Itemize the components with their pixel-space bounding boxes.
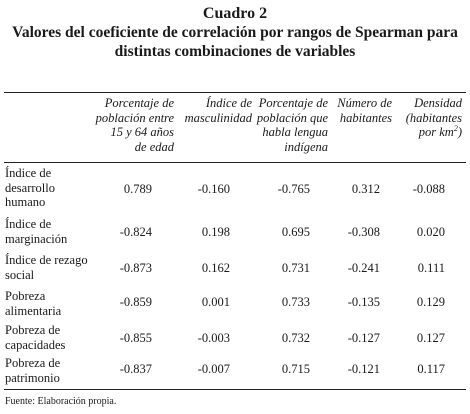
table-cell: -0.308 [347,225,380,239]
table-cell: 0.127 [416,331,445,345]
table-cell: 0.111 [417,261,445,275]
table-cell: 0.312 [351,182,380,196]
table-cell: -0.088 [412,182,445,196]
column-header-masculinity: Índice de masculinidad [184,96,252,125]
header-rule [4,162,466,163]
table-cell: -0.824 [119,225,152,239]
table-cell: -0.160 [197,182,230,196]
table-cell: -0.135 [347,295,380,309]
column-header-working-age: Porcentaje de población entre 15 y 64 añ… [95,96,174,154]
column-header-indigenous-language: Porcentaje de población que habla lengua… [256,96,328,154]
top-rule [4,92,466,93]
table-cell: 0.789 [123,182,152,196]
table-cell: 0.117 [417,362,445,376]
column-header-inhabitants: Número de habitantes [337,96,392,125]
table-subtitle-line-1: Valores del coeficiente de correlación p… [12,24,458,41]
table-cell: 0.162 [201,261,230,275]
table-cell: 0.695 [281,225,310,239]
row-label-rezago-social: Índice de rezago social [5,253,88,282]
row-label-idh: Índice de desarrollo humano [5,166,55,209]
table-cell: 0.715 [281,362,310,376]
table-subtitle-line-2: distintas combinaciones de variables [114,43,356,60]
table-cell: 0.001 [201,295,230,309]
table-cell: -0.855 [119,331,152,345]
table-cell: -0.003 [197,331,230,345]
table-cell: 0.733 [281,295,310,309]
table-cell: -0.007 [197,362,230,376]
table-cell: 0.732 [281,331,310,345]
table-cell: 0.129 [416,295,445,309]
table-caption: Cuadro 2 Valores del coeficiente de corr… [0,4,470,61]
row-label-pobreza-alimentaria: Pobreza alimentaria [5,289,62,318]
column-header-density: Densidad (habitantes por km2) [405,96,462,139]
table-cell: 0.198 [201,225,230,239]
table-cell: 0.731 [281,261,310,275]
table-cell: 0.020 [416,225,445,239]
row-label-pobreza-capacidades: Pobreza de capacidades [5,323,66,352]
table-cell: -0.241 [347,261,380,275]
table-cell: -0.121 [347,362,380,376]
row-label-pobreza-patrimonio: Pobreza de patrimonio [5,356,61,385]
table-cell: -0.873 [119,261,152,275]
table-cell: -0.837 [119,362,152,376]
table-cell: -0.127 [347,331,380,345]
table-cell: -0.765 [277,182,310,196]
source-note: Fuente: Elaboración propia. [5,396,117,407]
bottom-rule [4,389,466,390]
table-title: Cuadro 2 [202,5,268,22]
row-label-marginacion: Índice de marginación [5,217,68,246]
table-cell: -0.859 [119,295,152,309]
